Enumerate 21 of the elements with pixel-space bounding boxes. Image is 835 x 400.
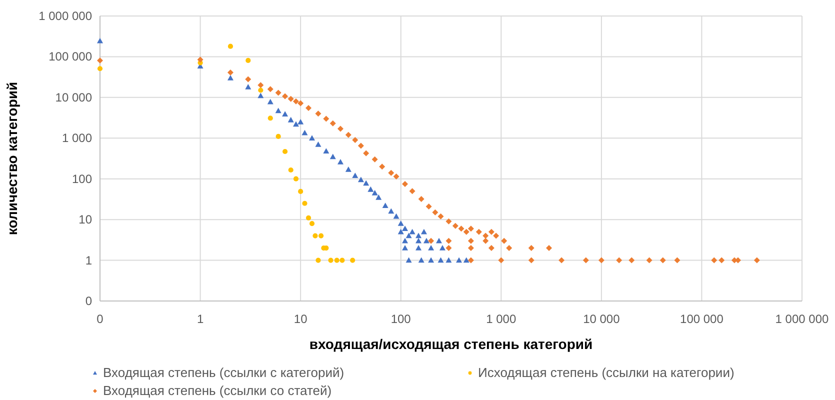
- x-tick-label: 100: [390, 312, 412, 326]
- y-tick-label: 100 000: [48, 50, 92, 64]
- y-tick-label: 100: [72, 172, 92, 186]
- x-tick-label: 0: [96, 312, 104, 326]
- x-tick-label: 1 000 000: [775, 312, 830, 326]
- y-tick-label: 1 000 000: [38, 9, 92, 23]
- y-tick-label: 1: [85, 253, 92, 268]
- x-tick-label: 100 000: [680, 312, 724, 326]
- x-tick-label: 10: [294, 312, 308, 326]
- y-tick-label: 10: [78, 212, 92, 227]
- legend-label: Входящая степень (ссылки с категорий): [103, 365, 344, 380]
- x-tick-label: 1: [196, 312, 204, 326]
- x-tick-label: 10 000: [583, 312, 620, 326]
- x-tick-label: 1 000: [486, 312, 516, 326]
- x-axis-title: входящая/исходящая степень категорий: [309, 336, 593, 352]
- y-tick-label: 1 000: [62, 131, 92, 146]
- legend-label: Исходящая степень (ссылки на категории): [478, 365, 734, 380]
- y-axis-title: количество категорий: [4, 82, 20, 236]
- y-tick-label: 10 000: [55, 90, 92, 104]
- legend-label: Входящая степень (ссылки со статей): [103, 383, 332, 398]
- y-tick-label: 0: [85, 294, 92, 308]
